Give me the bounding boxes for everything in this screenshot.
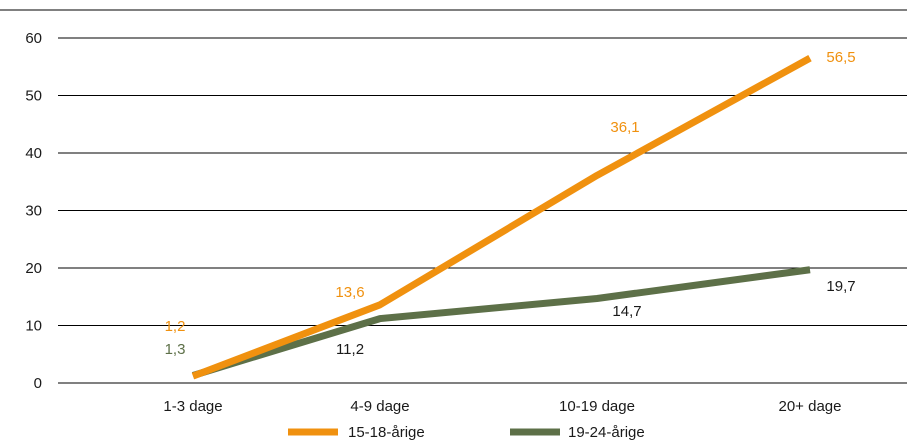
series-line-19-24	[191, 266, 811, 379]
y-tick-label: 0	[34, 375, 42, 392]
y-tick-label: 50	[25, 88, 42, 105]
data-label-19-24: 14,7	[612, 303, 641, 320]
y-tick-label: 60	[25, 30, 42, 47]
legend-label-19-24: 19-24-årige	[568, 424, 645, 441]
data-label-19-24: 11,2	[336, 341, 364, 358]
x-axis-ticks: 1-3 dage 4-9 dage 10-19 dage 20+ dage	[163, 398, 841, 415]
y-tick-label: 10	[25, 318, 42, 335]
x-tick-label: 20+ dage	[779, 398, 842, 415]
x-tick-label: 1-3 dage	[163, 398, 222, 415]
y-tick-label: 30	[25, 203, 42, 220]
data-label-15-18: 1,2	[165, 318, 186, 335]
y-axis-ticks: 0 10 20 30 40 50 60	[25, 30, 42, 392]
gridlines	[0, 9, 907, 384]
legend-label-15-18: 15-18-årige	[348, 424, 425, 441]
x-tick-label: 4-9 dage	[350, 398, 409, 415]
data-label-19-24: 1,3	[165, 341, 186, 358]
y-tick-label: 40	[25, 145, 42, 162]
data-label-15-18: 56,5	[826, 49, 855, 66]
legend: 15-18-årige 19-24-årige	[288, 424, 645, 441]
series-line-15-18	[191, 55, 812, 380]
data-label-15-18: 13,6	[335, 284, 364, 301]
y-tick-label: 20	[25, 260, 42, 277]
data-label-19-24: 19,7	[826, 278, 855, 295]
data-labels: 1,2 13,6 36,1 56,5 1,3 11,2 14,7 19,7	[165, 49, 856, 358]
series-lines	[191, 55, 812, 380]
x-tick-label: 10-19 dage	[559, 398, 635, 415]
data-label-15-18: 36,1	[610, 119, 639, 136]
